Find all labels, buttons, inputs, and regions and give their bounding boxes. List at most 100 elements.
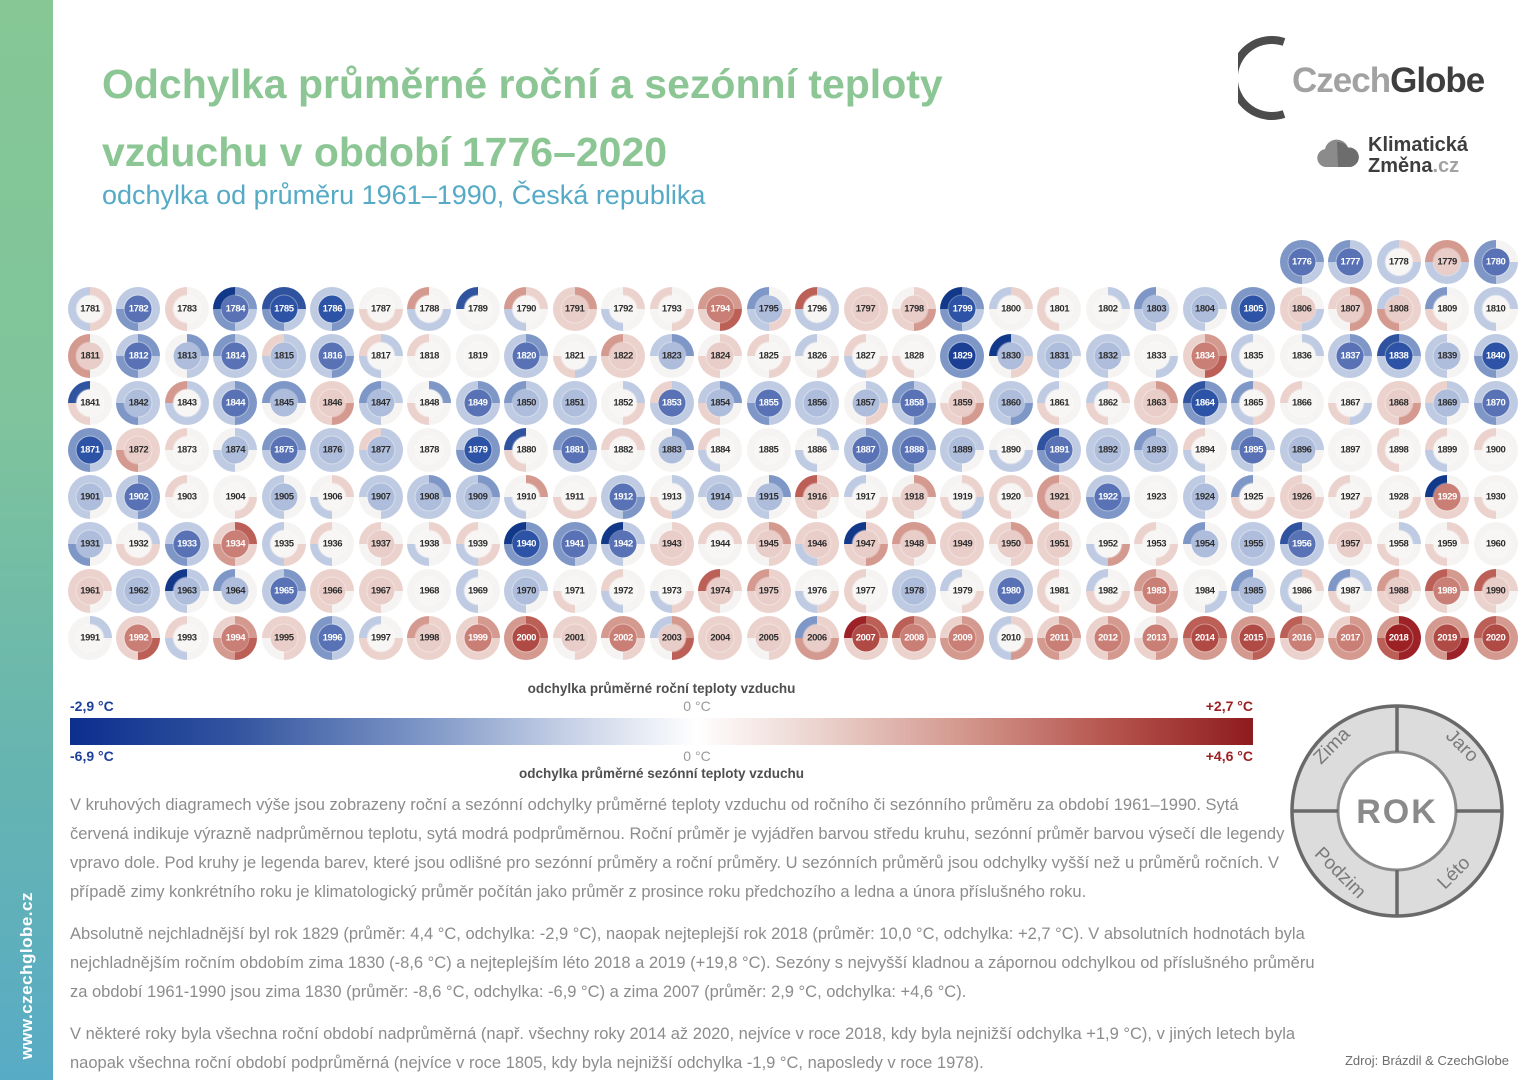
year-circle-center-1797: 1797: [852, 295, 880, 323]
year-circle-center-1899: 1899: [1433, 436, 1461, 464]
year-label-1999: 1999: [467, 632, 488, 644]
year-circle-center-1926: 1926: [1288, 483, 1316, 511]
year-label-1810: 1810: [1485, 303, 1506, 315]
year-circle-1821: 1821: [552, 334, 597, 378]
year-circle-center-2007: 2007: [852, 624, 880, 652]
year-label-1813: 1813: [177, 350, 197, 362]
year-circle-center-1933: 1933: [173, 530, 201, 558]
year-label-1865: 1865: [1243, 397, 1264, 409]
year-circle-center-1903: 1903: [173, 483, 201, 511]
year-label-1884: 1884: [710, 444, 730, 456]
year-label-1926: 1926: [1291, 491, 1312, 503]
year-circle-1897: 1897: [1328, 428, 1373, 472]
year-label-1782: 1782: [128, 303, 149, 315]
year-circle-1828: 1828: [891, 334, 936, 378]
year-circle-2003: 2003: [649, 616, 694, 660]
year-circle-center-1853: 1853: [658, 389, 686, 417]
year-circle-center-2002: 2002: [609, 624, 637, 652]
year-circle-1960: 1960: [1473, 522, 1518, 566]
year-label-1886: 1886: [807, 444, 827, 456]
year-circle-1877: 1877: [358, 428, 403, 472]
year-circle-center-1841: 1841: [76, 389, 104, 417]
year-circle-center-1802: 1802: [1094, 295, 1122, 323]
year-circle-1928: 1928: [1376, 475, 1421, 519]
year-circle-1935: 1935: [261, 522, 306, 566]
year-label-1836: 1836: [1291, 350, 1312, 362]
year-label-1808: 1808: [1388, 303, 1409, 315]
year-label-1881: 1881: [564, 444, 585, 456]
year-circle-center-1849: 1849: [464, 389, 492, 417]
year-label-2014: 2014: [1195, 632, 1215, 644]
year-label-1831: 1831: [1049, 350, 1070, 362]
year-label-1852: 1852: [613, 397, 633, 409]
year-circle-center-1952: 1952: [1094, 530, 1122, 558]
year-circle-1865: 1865: [1231, 381, 1276, 425]
year-label-1863: 1863: [1146, 397, 1167, 409]
legend-seasonal-values: -6,9 °C 0 °C +4,6 °C: [70, 748, 1253, 766]
year-circle-center-1915: 1915: [755, 483, 783, 511]
year-label-1845: 1845: [274, 397, 294, 409]
year-circle-1804: 1804: [1182, 287, 1227, 331]
year-circle-center-1972: 1972: [609, 577, 637, 605]
year-circle-center-1944: 1944: [706, 530, 734, 558]
year-circle-1859: 1859: [940, 381, 985, 425]
year-circle-1797: 1797: [843, 287, 888, 331]
year-circle-center-1859: 1859: [948, 389, 976, 417]
year-label-2018: 2018: [1388, 632, 1409, 644]
year-circle-1885: 1885: [746, 428, 791, 472]
year-circle-1831: 1831: [1037, 334, 1082, 378]
year-circle-center-1889: 1889: [948, 436, 976, 464]
year-circle-1870: 1870: [1473, 381, 1518, 425]
year-label-1969: 1969: [467, 585, 488, 597]
year-label-1965: 1965: [274, 585, 294, 597]
year-circle-center-1923: 1923: [1142, 483, 1170, 511]
year-circle-center-1851: 1851: [561, 389, 589, 417]
year-label-1921: 1921: [1049, 491, 1070, 503]
year-label-1854: 1854: [710, 397, 730, 409]
year-label-2006: 2006: [807, 632, 827, 644]
year-circle-center-1960: 1960: [1482, 530, 1510, 558]
year-circle-1835: 1835: [1231, 334, 1276, 378]
year-circle-1898: 1898: [1376, 428, 1421, 472]
year-circle-center-1876: 1876: [318, 436, 346, 464]
year-label-1819: 1819: [467, 350, 488, 362]
year-label-1934: 1934: [225, 538, 246, 550]
year-label-1877: 1877: [371, 444, 391, 456]
year-circle-1856: 1856: [795, 381, 840, 425]
year-circle-1967: 1967: [358, 569, 403, 613]
year-circle-center-1971: 1971: [561, 577, 589, 605]
year-label-1862: 1862: [1098, 397, 1118, 409]
page-subtitle: odchylka od průměru 1961–1990, Česká rep…: [102, 180, 706, 210]
year-circle-1862: 1862: [1085, 381, 1130, 425]
year-circle-center-1800: 1800: [997, 295, 1025, 323]
year-circle-1894: 1894: [1182, 428, 1227, 472]
year-circle-1876: 1876: [310, 428, 355, 472]
year-label-2012: 2012: [1098, 632, 1118, 644]
year-circle-1893: 1893: [1134, 428, 1179, 472]
year-circle-center-1777: 1777: [1336, 248, 1364, 276]
year-circle-2006: 2006: [795, 616, 840, 660]
year-circle-1842: 1842: [116, 381, 161, 425]
year-label-1781: 1781: [80, 303, 100, 315]
year-circle-center-1980: 1980: [997, 577, 1025, 605]
year-circle-1963: 1963: [164, 569, 209, 613]
year-circle-1811: 1811: [68, 334, 112, 378]
year-circle-1787: 1787: [358, 287, 403, 331]
logo-text-czech: Czech: [1292, 60, 1391, 100]
year-circle-1880: 1880: [504, 428, 549, 472]
year-circle-center-1784: 1784: [221, 295, 249, 323]
year-circle-1813: 1813: [164, 334, 209, 378]
year-circle-center-1827: 1827: [852, 342, 880, 370]
year-label-1887: 1887: [855, 444, 876, 456]
year-circle-1854: 1854: [698, 381, 743, 425]
year-circle-center-1799: 1799: [948, 295, 976, 323]
year-circle-1879: 1879: [455, 428, 500, 472]
year-circle-1987: 1987: [1328, 569, 1373, 613]
year-circle-1792: 1792: [601, 287, 646, 331]
year-circle-center-1892: 1892: [1094, 436, 1122, 464]
year-circle-1908: 1908: [407, 475, 452, 519]
year-circle-center-1813: 1813: [173, 342, 201, 370]
year-label-1990: 1990: [1485, 585, 1506, 597]
year-label-2003: 2003: [661, 632, 682, 644]
